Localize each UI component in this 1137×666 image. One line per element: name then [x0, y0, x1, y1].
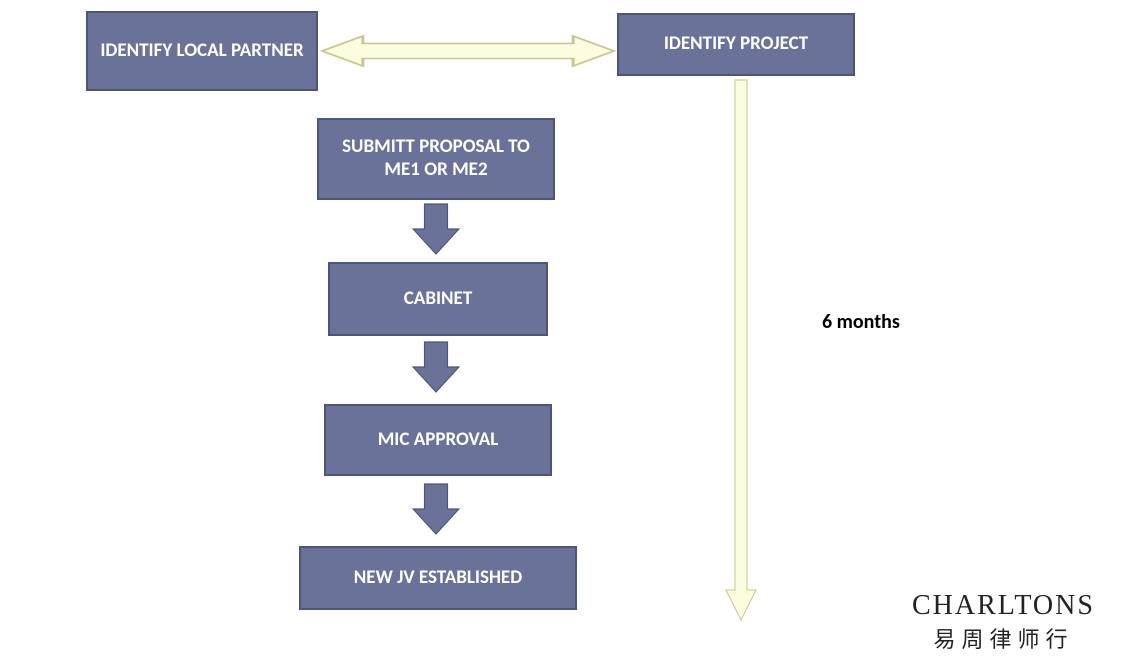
node-new-jv: NEW JV ESTABLISHED [299, 546, 577, 610]
node-label: IDENTIFY LOCAL PARTNER [100, 40, 303, 63]
node-cabinet: CABINET [328, 262, 548, 336]
brand-logo: CHARLTONS 易周律师行 [912, 590, 1095, 654]
down-arrow-icon [413, 204, 459, 254]
node-mic-approval: MIC APPROVAL [324, 404, 552, 476]
node-identify-local-partner: IDENTIFY LOCAL PARTNER [86, 11, 318, 91]
double-arrow-shape [322, 36, 614, 66]
double-arrow-icon [322, 36, 614, 66]
node-submit-proposal: SUBMITT PROPOSAL TO ME1 OR ME2 [317, 118, 555, 200]
brand-english: CHARLTONS [912, 590, 1095, 622]
timeline-label: 6 months [822, 310, 900, 334]
node-label: MIC APPROVAL [378, 429, 499, 452]
node-label: SUBMITT PROPOSAL TO ME1 OR ME2 [329, 136, 543, 182]
down-arrow-icon [413, 342, 459, 392]
timeline-arrow-icon [726, 80, 756, 620]
node-label: IDENTIFY PROJECT [664, 33, 808, 56]
node-label: NEW JV ESTABLISHED [354, 567, 522, 590]
node-identify-project: IDENTIFY PROJECT [617, 13, 855, 76]
node-label: CABINET [404, 288, 472, 311]
timeline-label-text: 6 months [822, 310, 900, 334]
down-arrow-icon [413, 484, 459, 534]
brand-chinese: 易周律师行 [912, 622, 1095, 654]
